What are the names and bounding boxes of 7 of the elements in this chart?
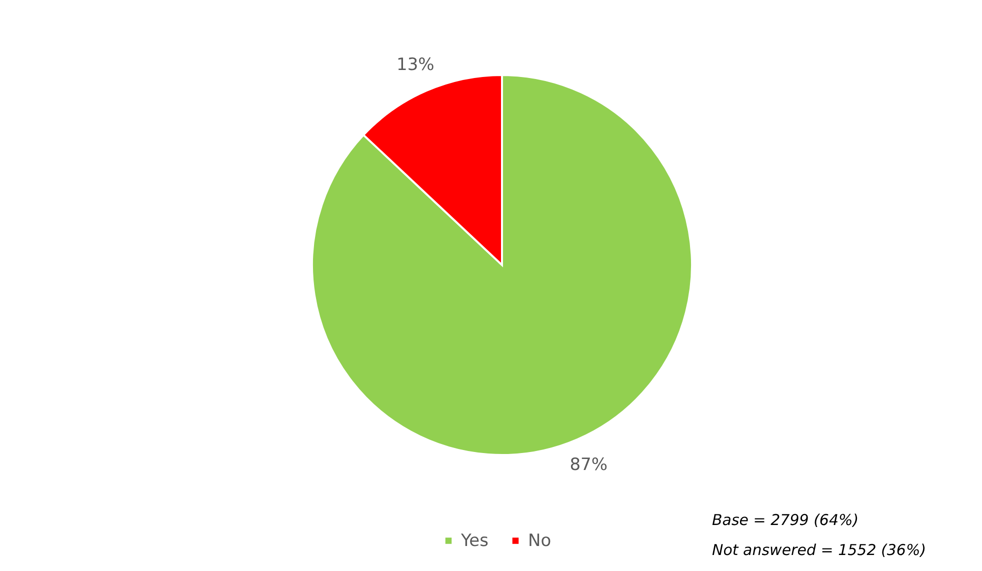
- text: Base = 2799 (64%): [712, 511, 859, 529]
- data-label: 87%: [570, 455, 608, 476]
- pie-slice: [311, 74, 693, 456]
- legend-label: No: [528, 530, 552, 551]
- legend-label: Yes: [460, 530, 489, 551]
- data-label: 13%: [396, 54, 434, 75]
- text: Not answered = 1552 (36%): [712, 541, 926, 559]
